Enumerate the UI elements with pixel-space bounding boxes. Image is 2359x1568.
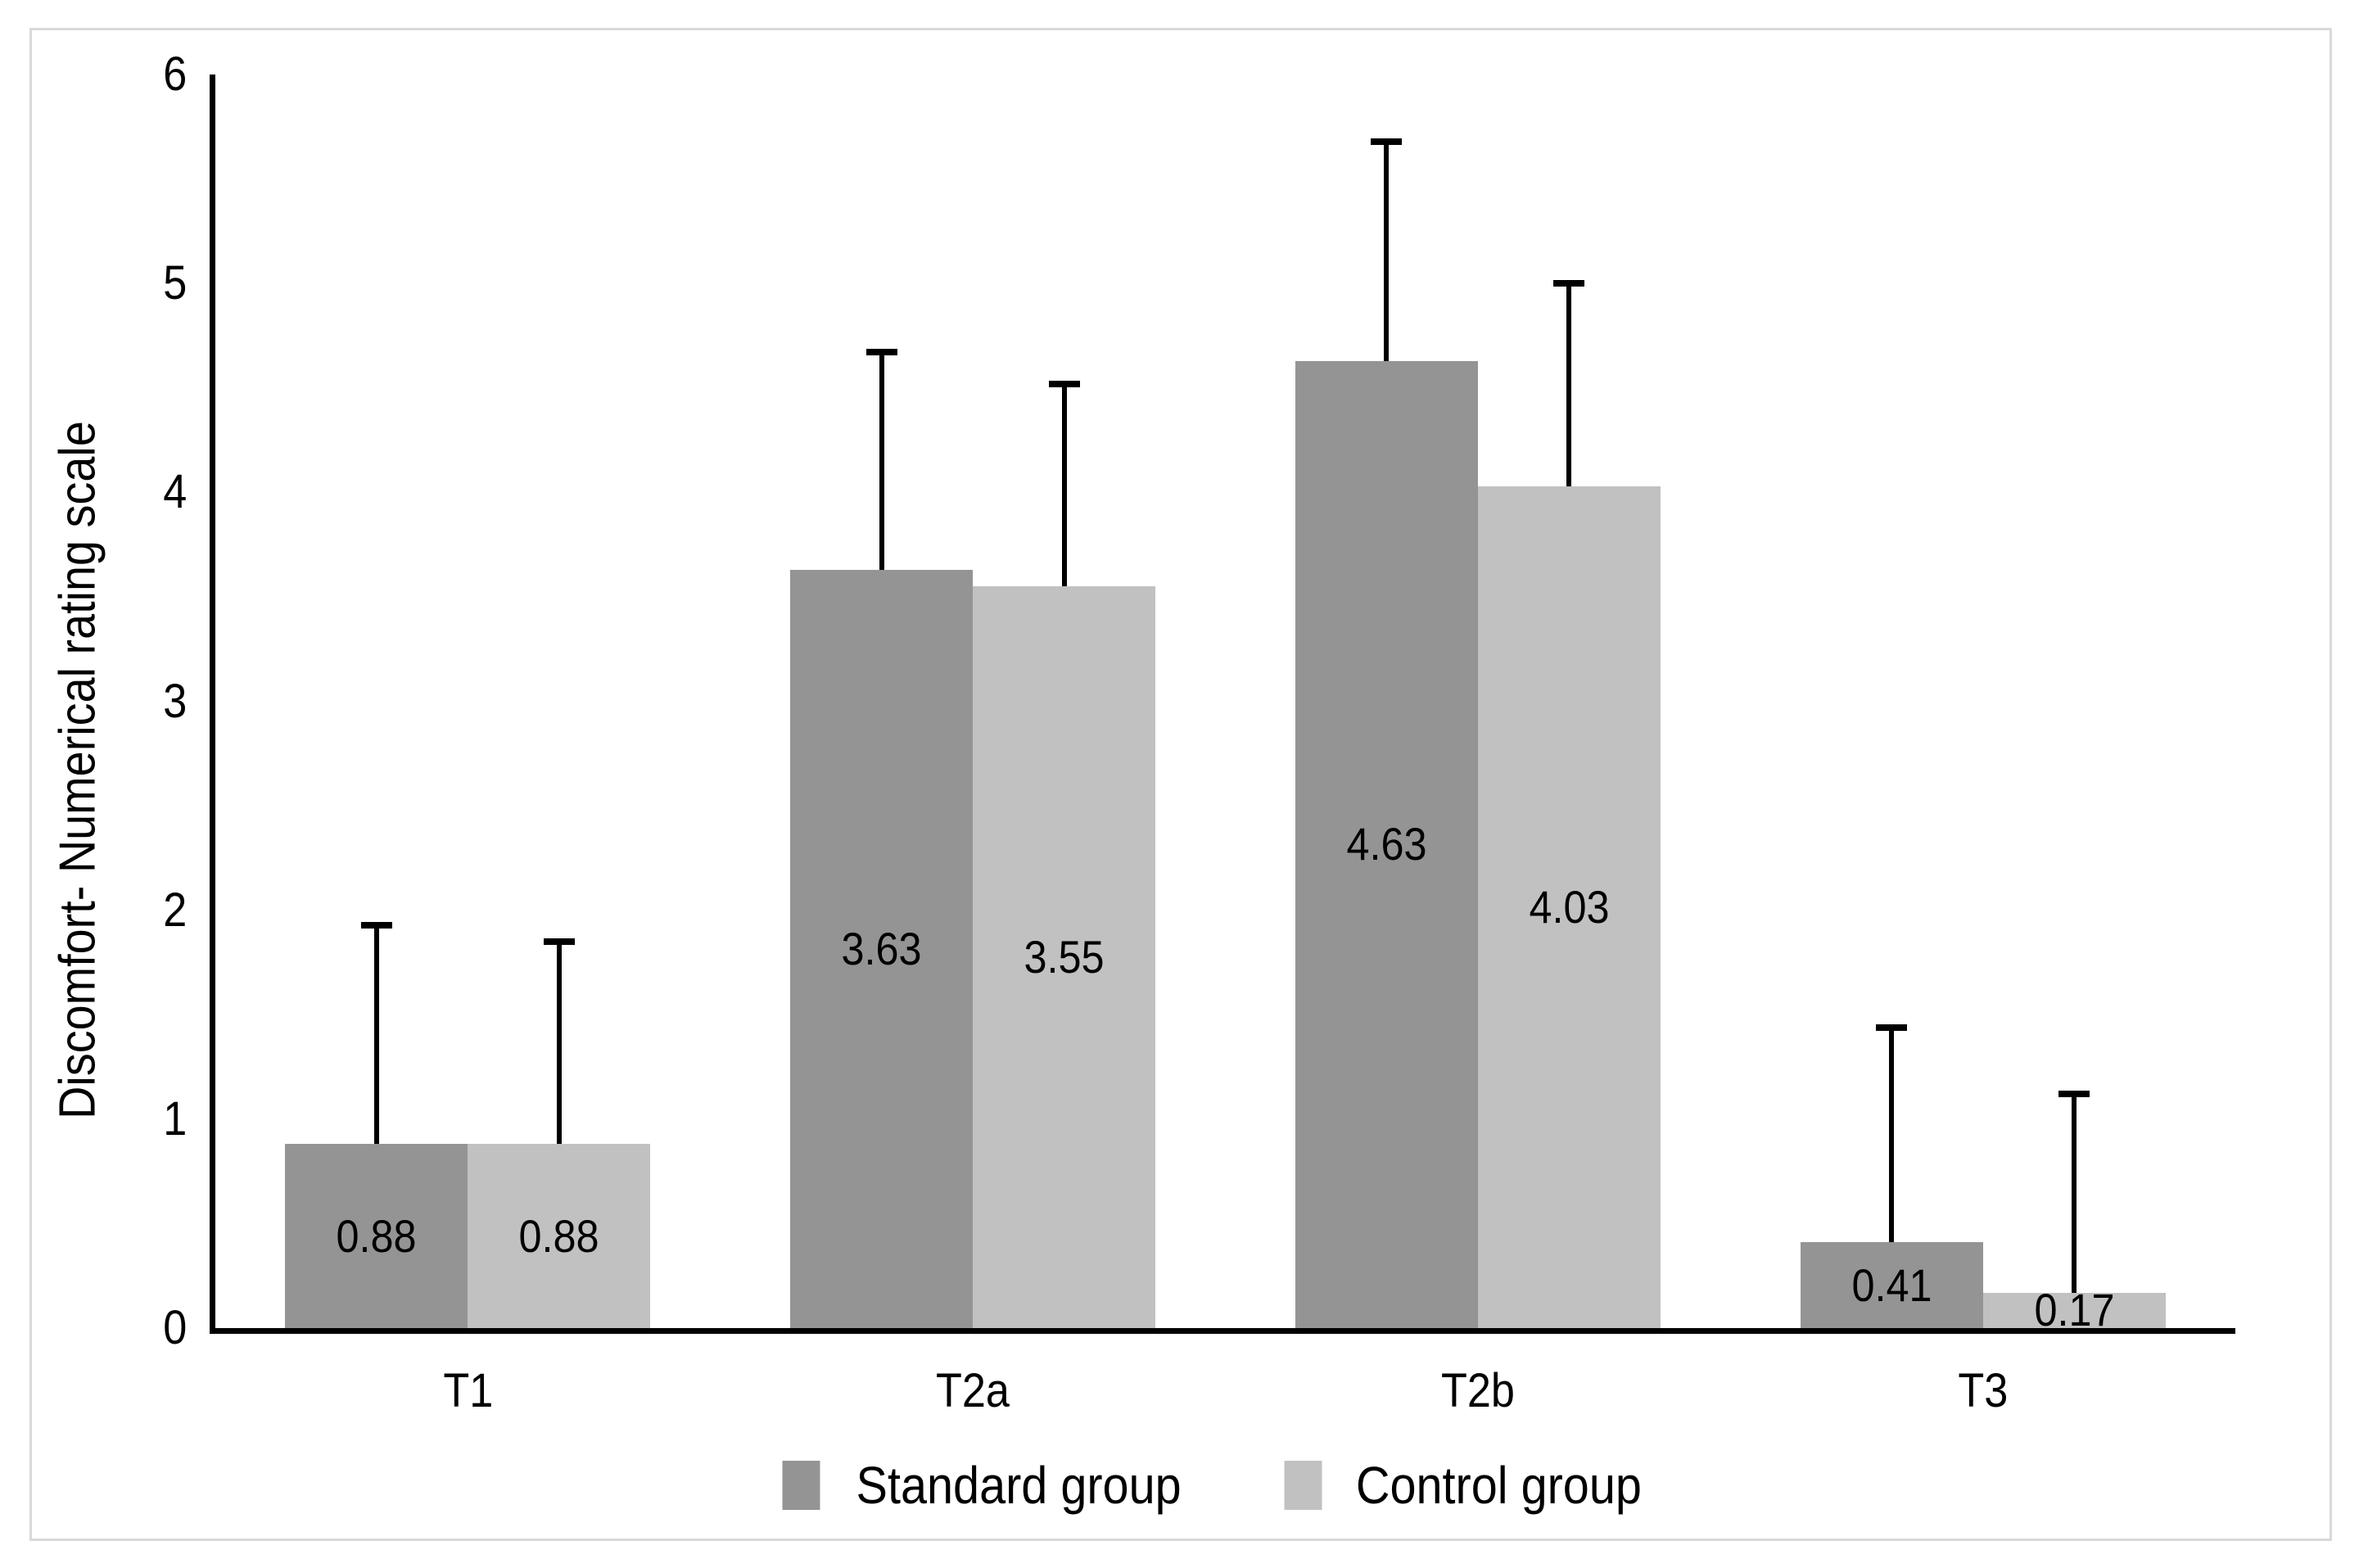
- bar-standard-group-t1: [285, 1144, 468, 1328]
- legend-label-control-group: Control group: [1356, 1456, 1643, 1515]
- error-bar-standard-group-t3: [1889, 1027, 1895, 1243]
- legend-swatch-control-group: [1284, 1461, 1322, 1510]
- y-tick-label-2: 2: [162, 883, 187, 937]
- error-bar-standard-group-t2a: [879, 352, 884, 570]
- data-label-control-group-t2a: 3.55: [1024, 931, 1105, 983]
- error-bar-standard-group-t2b: [1384, 141, 1390, 361]
- bar-standard-group-t3: [1800, 1242, 1983, 1328]
- y-tick-label-3: 3: [162, 674, 187, 728]
- data-label-standard-group-t2b: 4.63: [1346, 818, 1427, 870]
- bar-control-group-t1: [468, 1144, 651, 1328]
- y-axis-line: [210, 75, 215, 1334]
- y-tick-label-1: 1: [162, 1091, 187, 1145]
- error-bar-cap-control-group-t2b: [1553, 280, 1585, 287]
- legend: Standard group Control group: [782, 1456, 1658, 1515]
- error-bar-cap-standard-group-t2b: [1371, 138, 1403, 145]
- error-bar-control-group-t2b: [1566, 283, 1572, 486]
- data-label-standard-group-t2a: 3.63: [841, 922, 922, 974]
- bar-standard-group-t2b: [1295, 360, 1478, 1328]
- error-bar-cap-standard-group-t1: [360, 921, 392, 929]
- y-tick-label-0: 0: [162, 1301, 187, 1354]
- error-bar-control-group-t1: [556, 941, 562, 1145]
- data-label-control-group-t1: 0.88: [518, 1209, 599, 1262]
- data-label-control-group-t2b: 4.03: [1529, 880, 1610, 933]
- y-tick-label-4: 4: [162, 465, 187, 519]
- y-tick-label-6: 6: [162, 47, 187, 101]
- x-axis-line: [210, 1328, 2235, 1334]
- data-label-control-group-t3: 0.17: [2034, 1284, 2115, 1336]
- data-label-standard-group-t1: 0.88: [336, 1209, 417, 1262]
- error-bar-control-group-t3: [2072, 1094, 2077, 1293]
- error-bar-cap-control-group-t1: [543, 938, 575, 945]
- y-tick-label-5: 5: [162, 256, 187, 310]
- legend-item-control-group: Control group: [1284, 1456, 1658, 1515]
- bar-control-group-t2a: [973, 586, 1156, 1328]
- bar-standard-group-t2a: [790, 569, 974, 1328]
- error-bar-cap-control-group-t2a: [1048, 380, 1080, 387]
- error-bar-cap-standard-group-t3: [1876, 1023, 1908, 1031]
- data-label-standard-group-t3: 0.41: [1851, 1258, 1932, 1311]
- bar-control-group-t2b: [1477, 486, 1661, 1328]
- error-bar-cap-standard-group-t2a: [865, 349, 897, 356]
- error-bar-standard-group-t1: [373, 924, 379, 1145]
- error-bar-cap-control-group-t3: [2058, 1091, 2090, 1098]
- legend-swatch-standard-group: [782, 1461, 820, 1510]
- legend-label-standard-group: Standard group: [856, 1456, 1182, 1515]
- legend-item-standard-group: Standard group: [782, 1456, 1200, 1515]
- x-tick-label-t2a: T2a: [936, 1364, 1010, 1417]
- x-tick-label-t2b: T2b: [1440, 1364, 1515, 1417]
- x-tick-label-t3: T3: [1958, 1364, 2009, 1417]
- error-bar-control-group-t2a: [1061, 383, 1067, 587]
- bar-control-group-t3: [1982, 1292, 2166, 1328]
- x-tick-label-t1: T1: [442, 1364, 493, 1417]
